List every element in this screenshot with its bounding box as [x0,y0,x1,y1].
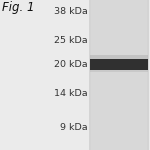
Text: 20 kDa: 20 kDa [54,60,88,69]
Bar [90,59,148,70]
Text: 9 kDa: 9 kDa [60,123,88,132]
Bar [90,55,148,59]
Bar [91,0,147,150]
Text: 25 kDa: 25 kDa [54,36,88,45]
Text: Fig. 1: Fig. 1 [2,2,34,15]
Bar [90,70,148,72]
Text: 38 kDa: 38 kDa [54,8,88,16]
Text: 14 kDa: 14 kDa [54,88,88,98]
Bar [89,0,148,150]
